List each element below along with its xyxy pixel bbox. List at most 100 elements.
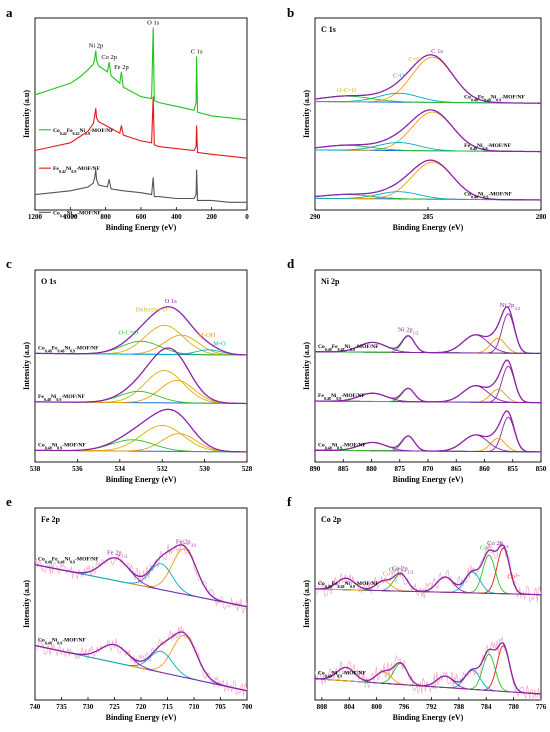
x-tick-label-b-2: 280 xyxy=(536,213,547,221)
survey-line-co0-42ni0-9-mof-nf xyxy=(34,169,247,203)
x-tick-label-f-2: 800 xyxy=(371,703,382,711)
survey-line-fe0-42ni0-9-mof-nf xyxy=(34,96,248,159)
peak-label-b-2: C=C xyxy=(408,56,420,63)
panel-letter-a: a xyxy=(6,5,13,20)
x-axis-label-e: Binding Energy (eV) xyxy=(106,713,177,722)
x-tick-label-d-1: 885 xyxy=(338,465,349,473)
panel-a: a 1200 1000 800 600 400 200 0 Binding Energy (eV… xyxy=(6,5,249,232)
peak-label-f-4: Co 2p3/2 xyxy=(487,540,508,549)
x-tick-label-e-0: 740 xyxy=(30,703,41,711)
raw-data-e-1 xyxy=(35,626,247,697)
sample-label-c-2: Co0.48Ni0.9-MOF/NF xyxy=(38,442,86,450)
x-tick-label-c-1: 536 xyxy=(72,465,83,473)
plot-frame-e xyxy=(34,507,248,701)
fit-envelope-f-1 xyxy=(315,641,541,695)
peak-label-a-0: Ni 2p xyxy=(89,43,104,50)
x-tick-label-a-5: 200 xyxy=(206,213,217,221)
panel-e: e 740 735 730 725 720 715 710 705 700 Binding Ener… xyxy=(6,494,253,722)
x-tick-label-c-5: 528 xyxy=(242,465,253,473)
peak-label-c-2: O 1s xyxy=(165,298,178,305)
panel-letter-b: b xyxy=(287,5,294,20)
peak-label-c-3: M-OH xyxy=(198,332,216,339)
fit-envelope-d-1 xyxy=(315,359,541,404)
sample-label-a-1: Fe0.42Ni0.9-MOF/NF xyxy=(53,166,100,174)
sample-label-e-0: Co0.48Fe0.48Ni0.9-MOF/NF xyxy=(38,557,99,565)
fit-envelope-d-0 xyxy=(315,306,541,355)
x-tick-label-a-0: 1200 xyxy=(28,213,43,221)
x-tick-label-e-3: 725 xyxy=(109,703,120,711)
plot-frame-b xyxy=(314,17,542,211)
sample-label-c-1: Fe0.48Ni0.9-MOF/NF xyxy=(38,394,85,402)
panel-letter-c: c xyxy=(6,256,12,271)
sample-label-d-0: Co0.48Fe0.48Ni0.9-MOF/NF xyxy=(318,344,379,352)
x-tick-label-d-5: 865 xyxy=(451,465,462,473)
spectra-c xyxy=(35,306,247,453)
x-tick-label-e-4: 720 xyxy=(136,703,147,711)
sample-label-f-1: Co0.48Ni0.9-MOF/NF xyxy=(318,671,366,679)
x-tick-label-d-4: 870 xyxy=(423,465,434,473)
plot-frame-f xyxy=(314,507,542,701)
x-tick-label-c-4: 530 xyxy=(199,465,210,473)
x-axis-label-a: Binding Energy (eV) xyxy=(106,223,177,232)
y-axis-label-c: Intensity (a.u) xyxy=(22,342,31,390)
peak-label-d-1: Ni 2p3/2 xyxy=(500,302,520,311)
peak-label-f-2: Co 2p1/2 xyxy=(392,565,413,574)
peak-label-b-1: C-O xyxy=(393,72,405,79)
x-tick-label-d-7: 855 xyxy=(508,465,519,473)
y-axis-label-b: Intensity (a.u) xyxy=(302,90,311,138)
x-tick-label-d-3: 875 xyxy=(395,465,406,473)
spectra-f xyxy=(315,540,541,700)
panel-f: f 808 804 800 796 792 788 784 780 776 Binding Ener… xyxy=(287,494,547,722)
sample-label-f-0: Co0.48Fe0.48Ni0.9-MOF/NF xyxy=(318,581,379,589)
y-axis-label-e: Intensity (a.u) xyxy=(22,580,31,628)
panel-letter-d: d xyxy=(287,256,295,271)
y-axis-label-d: Intensity (a.u) xyxy=(302,342,311,390)
x-tick-label-a-4: 400 xyxy=(171,213,182,221)
panel-title-d: Ni 2p xyxy=(321,277,340,286)
x-tick-label-e-7: 705 xyxy=(215,703,226,711)
sample-label-b-2: Co0.48Ni0.9-MOF/NF xyxy=(464,191,512,199)
x-tick-label-f-3: 796 xyxy=(399,703,410,711)
fit-envelope-e-1 xyxy=(35,631,247,692)
x-tick-label-e-6: 710 xyxy=(189,703,200,711)
x-tick-label-c-2: 534 xyxy=(115,465,126,473)
x-tick-label-a-3: 600 xyxy=(136,213,147,221)
x-tick-label-d-8: 850 xyxy=(536,465,547,473)
x-tick-label-f-4: 792 xyxy=(426,703,437,711)
panel-b: b 290 285 280 Binding Energy (eV) Intensity (… xyxy=(287,5,547,232)
sample-label-e-1: Co0.48Ni0.9-MOF/NF xyxy=(38,637,86,645)
peak-label-c-1: Defective O xyxy=(136,307,168,314)
panel-d: d 890 885 880 875 870 865 860 855 850 Binding Ener… xyxy=(287,256,547,484)
fit-envelope-f-0 xyxy=(315,544,541,596)
x-tick-label-d-2: 880 xyxy=(366,465,377,473)
y-axis-label-a: Intensity (a.u) xyxy=(22,90,31,138)
x-tick-label-b-0: 290 xyxy=(310,213,321,221)
panel-title-c: O 1s xyxy=(41,277,56,286)
plot-frame-c xyxy=(34,269,248,463)
spectra-e xyxy=(35,540,247,697)
fit-envelope-e-0 xyxy=(35,544,247,608)
sample-label-c-0: Co0.48Fe0.48Ni0.9-MOF/NF xyxy=(38,345,99,353)
x-axis-label-f: Binding Energy (eV) xyxy=(393,713,464,722)
fit-envelope-c-0 xyxy=(35,306,247,356)
peak-label-e-1: Fe 2p3/2 xyxy=(176,539,196,548)
raw-data-e-0 xyxy=(35,540,247,615)
peak-label-a-3: O 1s xyxy=(147,20,160,27)
sample-label-a-0: Co0.42Fe0.42Ni0.9-MOF/NF xyxy=(53,128,114,136)
survey-line-co0-42fe0-42ni0-9-mof-nf xyxy=(34,27,248,121)
peak-label-f-5: Co3+ xyxy=(507,572,520,581)
plot-frame-d xyxy=(314,269,542,463)
peak-label-e-0: Fe 2p1/2 xyxy=(107,549,127,558)
x-tick-label-c-3: 532 xyxy=(157,465,168,473)
x-axis-label-b: Binding Energy (eV) xyxy=(393,223,464,232)
x-tick-label-f-5: 788 xyxy=(454,703,465,711)
x-tick-label-b-1: 285 xyxy=(423,213,434,221)
peak-label-b-0: O-C=O xyxy=(337,87,357,94)
x-tick-label-a-1: 1000 xyxy=(63,213,78,221)
x-tick-label-f-8: 776 xyxy=(536,703,547,711)
fit-envelope-c-2 xyxy=(35,408,247,453)
sample-label-b-0: Co0.48Fe0.48Ni0.9-MOF/NF xyxy=(464,95,525,103)
fit-envelope-d-2 xyxy=(315,410,541,453)
spectra-b xyxy=(315,54,541,201)
x-tick-label-d-0: 890 xyxy=(310,465,321,473)
